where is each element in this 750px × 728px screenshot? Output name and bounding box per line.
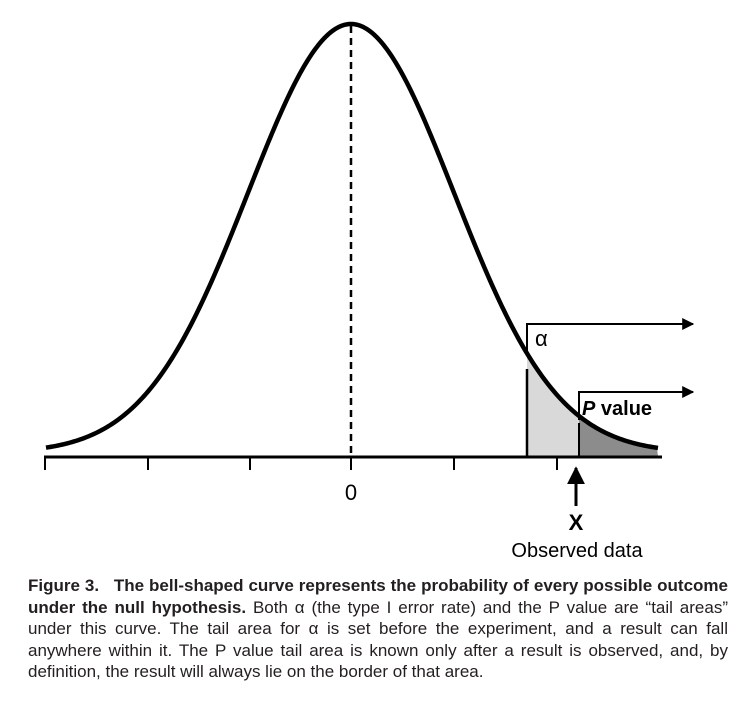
bell-curve bbox=[45, 21, 659, 451]
x-label: X bbox=[569, 510, 584, 535]
alpha-tail-area bbox=[527, 353, 658, 457]
p-value-bracket bbox=[578, 391, 670, 420]
alpha-bracket bbox=[526, 323, 670, 355]
zero-label: 0 bbox=[345, 480, 357, 505]
caption-body: Both α (the type I error rate) and the P… bbox=[28, 597, 728, 682]
figure-caption: Figure 3. The bell-shaped curve represen… bbox=[28, 575, 728, 683]
alpha-label: α bbox=[535, 326, 548, 351]
p-value-label: P value bbox=[582, 398, 652, 420]
bell-curve-diagram: 0 α P value X Observed data bbox=[44, 21, 695, 562]
caption-lead: The bell-shaped curve represents the pro… bbox=[28, 576, 728, 617]
observed-data-label: Observed data bbox=[511, 540, 643, 562]
figure-number: Figure 3. bbox=[28, 576, 100, 595]
p-value-tail-area bbox=[579, 415, 658, 457]
